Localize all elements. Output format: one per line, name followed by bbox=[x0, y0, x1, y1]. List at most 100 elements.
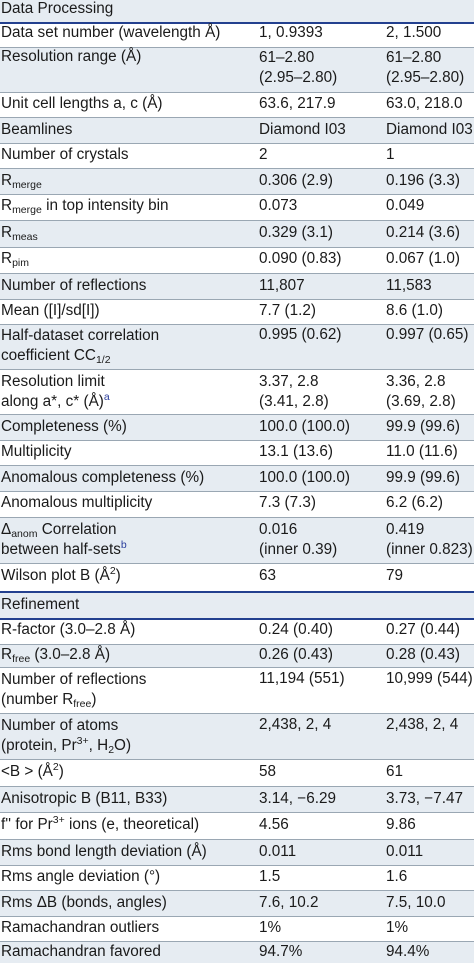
label-text: (number R bbox=[1, 691, 74, 708]
divider bbox=[0, 563, 474, 564]
divider bbox=[0, 759, 474, 760]
value-anom-multiplicity-2: 6.2 (6.2) bbox=[386, 494, 443, 511]
row-label: Ramachandran favored bbox=[1, 943, 161, 960]
value-completeness-1: 100.0 (100.0) bbox=[259, 418, 350, 435]
value-dataset-2: 2, 1.500 bbox=[386, 24, 442, 41]
value-aniso-2: 3.73, −7.47 bbox=[386, 790, 463, 807]
table-row: f'' for Pr3+ ions (e, theoretical) 4.56 … bbox=[0, 813, 474, 839]
label-text: ) bbox=[115, 567, 121, 584]
value-rms-bond-1: 0.011 bbox=[259, 843, 297, 860]
divider bbox=[0, 92, 474, 93]
value-ref-reflections-2: 10,999 (544) bbox=[386, 670, 473, 687]
footnote-marker: b bbox=[120, 539, 127, 551]
row-label: Resolution limit along a*, c* (Å)a bbox=[1, 372, 110, 412]
value-line: 0.016 bbox=[259, 521, 298, 538]
value-rmeas-2: 0.214 (3.6) bbox=[386, 224, 460, 241]
row-label: Rmerge in top intensity bin bbox=[1, 197, 169, 215]
divider bbox=[0, 220, 474, 221]
value-line: (2.95–2.80) bbox=[259, 69, 338, 86]
label-text: ) bbox=[58, 763, 64, 780]
label-subscript: merge bbox=[12, 204, 42, 216]
value-rms-bond-2: 0.011 bbox=[386, 843, 424, 860]
table-row: Rms bond length deviation (Å) 0.011 0.01… bbox=[0, 840, 474, 865]
value-aniso-1: 3.14, −6.29 bbox=[259, 790, 336, 807]
label-text: in top intensity bin bbox=[41, 197, 169, 214]
value-rmerge-top-1: 0.073 bbox=[259, 197, 298, 214]
divider bbox=[0, 591, 474, 593]
row-label: Data set number (wavelength Å) bbox=[1, 24, 221, 41]
divider bbox=[0, 168, 474, 169]
value-rpim-2: 0.067 (1.0) bbox=[386, 250, 460, 267]
value-line: 0.419 bbox=[386, 521, 425, 538]
value-bfactor-1: 58 bbox=[259, 763, 277, 780]
value-atoms-1: 2,438, 2, 4 bbox=[259, 716, 332, 733]
label-subscript: anom bbox=[11, 528, 38, 540]
divider bbox=[0, 644, 474, 645]
value-rama-fav-1: 94.7% bbox=[259, 943, 303, 960]
label-subscript: 2 bbox=[108, 744, 115, 756]
section-title: Refinement bbox=[1, 596, 80, 613]
table-row: Wilson plot B (Å2) 63 79 bbox=[0, 564, 474, 591]
table-row: Ramachandran favored 94.7% 94.4% bbox=[0, 942, 474, 963]
label-text: (protein, Pr bbox=[1, 737, 77, 754]
table-row: Ramachandran outliers 1% 1% bbox=[0, 917, 474, 941]
divider bbox=[0, 273, 474, 274]
table-row: Rpim 0.090 (0.83) 0.067 (1.0) bbox=[0, 248, 474, 273]
row-label: <B > (Å2) bbox=[1, 761, 64, 781]
table-row: Rfree (3.0–2.8 Å) 0.26 (0.43) 0.28 (0.43… bbox=[0, 645, 474, 667]
value-res-limit-2: 3.36, 2.8 (3.69, 2.8) bbox=[386, 372, 456, 412]
label-text: between half-sets bbox=[1, 541, 121, 558]
table-row: Half-dataset correlation coefficient CC1… bbox=[0, 325, 474, 369]
value-line: 3.37, 2.8 bbox=[259, 373, 319, 390]
label-line: between half-setsb bbox=[1, 540, 127, 560]
table-row: Completeness (%) 100.0 (100.0) 99.9 (99.… bbox=[0, 415, 474, 440]
divider bbox=[0, 812, 474, 813]
row-label: Unit cell lengths a, c (Å) bbox=[1, 95, 163, 112]
label-text: Correlation bbox=[37, 521, 117, 538]
row-label: Anisotropic B (B11, B33) bbox=[1, 790, 168, 807]
row-label: Anomalous completeness (%) bbox=[1, 469, 205, 486]
table-row: Rmeas 0.329 (3.1) 0.214 (3.6) bbox=[0, 221, 474, 247]
table-row: Number of reflections 11,807 11,583 bbox=[0, 274, 474, 299]
row-label: Completeness (%) bbox=[1, 418, 127, 435]
label-superscript: 2 bbox=[52, 761, 59, 773]
divider bbox=[0, 491, 474, 492]
value-beamline-2: Diamond I03 bbox=[386, 121, 473, 138]
divider bbox=[0, 941, 474, 942]
table-row: Anomalous multiplicity 7.3 (7.3) 6.2 (6.… bbox=[0, 492, 474, 517]
value-atoms-2: 2,438, 2, 4 bbox=[386, 716, 459, 733]
label-text: coefficient CC bbox=[1, 347, 96, 364]
value-anom-completeness-1: 100.0 (100.0) bbox=[259, 469, 350, 486]
value-rpim-1: 0.090 (0.83) bbox=[259, 250, 342, 267]
divider bbox=[0, 47, 474, 48]
label-superscript: 3+ bbox=[52, 814, 65, 826]
divider bbox=[0, 465, 474, 466]
label-text: R bbox=[1, 250, 13, 267]
label-text: Wilson plot B (Å bbox=[1, 567, 110, 584]
value-anom-corr-2: 0.419 (inner 0.823) bbox=[386, 520, 473, 560]
value-rama-out-2: 1% bbox=[386, 919, 409, 936]
value-mean-i-2: 8.6 (1.0) bbox=[386, 302, 443, 319]
divider bbox=[0, 713, 474, 714]
value-completeness-2: 99.9 (99.6) bbox=[386, 418, 460, 435]
value-rama-fav-2: 94.4% bbox=[386, 943, 430, 960]
label-line: (number Rfree) bbox=[1, 690, 146, 710]
label-text: ions (e, theoretical) bbox=[64, 816, 200, 833]
row-label: Rms ΔB (bonds, angles) bbox=[1, 894, 167, 911]
row-label: Rms angle deviation (°) bbox=[1, 868, 161, 885]
table-row: Multiplicity 13.1 (13.6) 11.0 (11.6) bbox=[0, 441, 474, 465]
divider bbox=[0, 117, 474, 118]
divider bbox=[0, 324, 474, 325]
value-wilson-2: 79 bbox=[386, 567, 404, 584]
table-row: Rms angle deviation (°) 1.5 1.6 bbox=[0, 866, 474, 890]
value-rmeas-1: 0.329 (3.1) bbox=[259, 224, 333, 241]
label-line: along a*, c* (Å)a bbox=[1, 392, 110, 412]
label-text: along a*, c* (Å) bbox=[1, 393, 104, 410]
table-row: Mean ([I]/sd[I]) 7.7 (1.2) 8.6 (1.0) bbox=[0, 300, 474, 324]
row-label: Number of crystals bbox=[1, 146, 129, 163]
value-line: (2.95–2.80) bbox=[386, 69, 465, 86]
table-row: R-factor (3.0–2.8 Å) 0.24 (0.40) 0.27 (0… bbox=[0, 620, 474, 644]
divider bbox=[0, 839, 474, 840]
value-beamline-1: Diamond I03 bbox=[259, 121, 346, 138]
label-text: f'' for Pr bbox=[1, 816, 53, 833]
